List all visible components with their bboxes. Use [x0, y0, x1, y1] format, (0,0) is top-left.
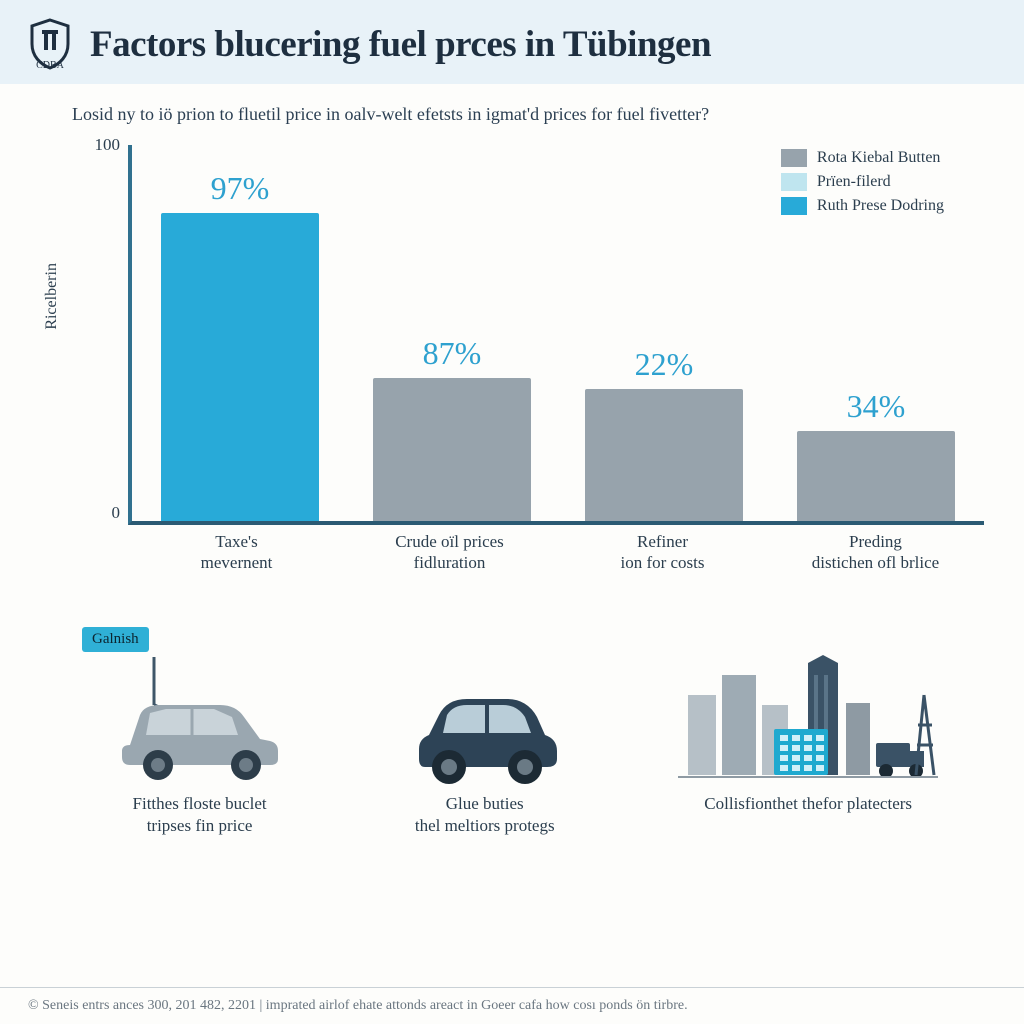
y-axis: 100 0 Ricelberin [72, 145, 128, 525]
x-label: Crude oïl prices fidluration [361, 531, 538, 574]
icon-caption: Fitthes floste buclet tripses fin price [133, 793, 267, 837]
bar-slot: 97% [152, 145, 328, 521]
page-title: Factors blucering fuel prces in Tübingen [90, 23, 711, 66]
hatchback-car-icon [395, 655, 575, 785]
icon-caption: Glue buties thel meltiors protegs [415, 793, 555, 837]
shield-logo-icon: CDBA [28, 18, 72, 70]
icon-card-car: Glue buties thel meltiors protegs [357, 655, 612, 837]
bar-slot: 87% [364, 145, 540, 521]
y-axis-label: Ricelberin [43, 263, 61, 330]
bars-container: 97% 87% 22% 34% [132, 145, 984, 521]
x-label: Preding distichen ofl brlice [787, 531, 964, 574]
svg-text:CDBA: CDBA [36, 60, 65, 70]
flag-bubble: Galnish [82, 627, 149, 652]
plot-area: 97% 87% 22% 34% [128, 145, 984, 525]
header-bar: CDBA Factors blucering fuel prces in Tüb… [0, 0, 1024, 84]
bar-rect [797, 431, 955, 521]
x-axis-labels: Taxe's mevernent Crude oïl prices fidlur… [128, 531, 984, 574]
bar-rect [585, 389, 743, 521]
icon-caption: Collisfionthet thefor platecters [704, 793, 912, 815]
bar-value-label: 22% [635, 346, 694, 383]
bar-slot: 22% [576, 145, 752, 521]
icon-card-car-flag: Galnish Fitthes floste buclet tripses fi… [72, 655, 327, 837]
bar-rect [373, 378, 531, 521]
x-label: Taxe's mevernent [148, 531, 325, 574]
icon-cards-row: Galnish Fitthes floste buclet tripses fi… [0, 585, 1024, 847]
footer-text: © Seneis entrs ances 300, 201 482, 2201 … [0, 987, 1024, 1014]
y-tick-min: 0 [112, 503, 121, 523]
y-tick-max: 100 [95, 135, 121, 155]
icon-card-city: Collisfionthet thefor platecters [642, 655, 974, 837]
bar-rect [161, 213, 319, 521]
bar-value-label: 87% [423, 335, 482, 372]
bar-chart: 100 0 Ricelberin Rota Kiebal Butten Prïe… [72, 145, 984, 565]
subtitle-text: Losid ny to iö prion to fluetil price in… [0, 84, 1024, 135]
bar-value-label: 34% [847, 388, 906, 425]
sedan-car-icon [110, 655, 290, 785]
bar-value-label: 97% [211, 170, 270, 207]
cityscape-icon [678, 655, 938, 785]
bar-slot: 34% [788, 145, 964, 521]
x-label: Refiner ion for costs [574, 531, 751, 574]
